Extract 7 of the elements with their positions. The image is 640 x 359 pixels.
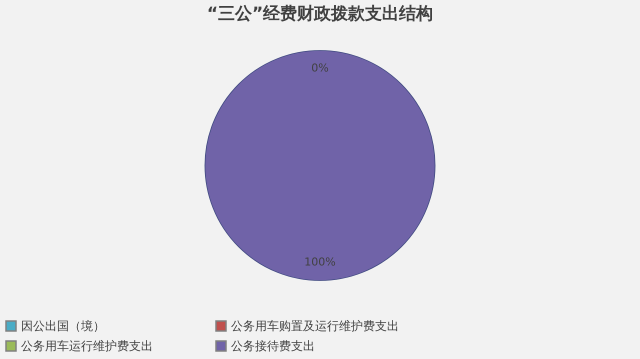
data-label: 100%	[304, 256, 336, 268]
legend-label: 公务用车购置及运行维护费支出	[231, 319, 399, 333]
legend-label: 公务用车运行维护费支出	[21, 339, 153, 353]
text: 0%	[311, 62, 329, 74]
chart-title: “三公”经费财政拨款支出结构	[206, 4, 434, 24]
legend-label: 因公出国（境）	[21, 319, 105, 333]
legend-label: 公务接待费支出	[231, 339, 315, 353]
